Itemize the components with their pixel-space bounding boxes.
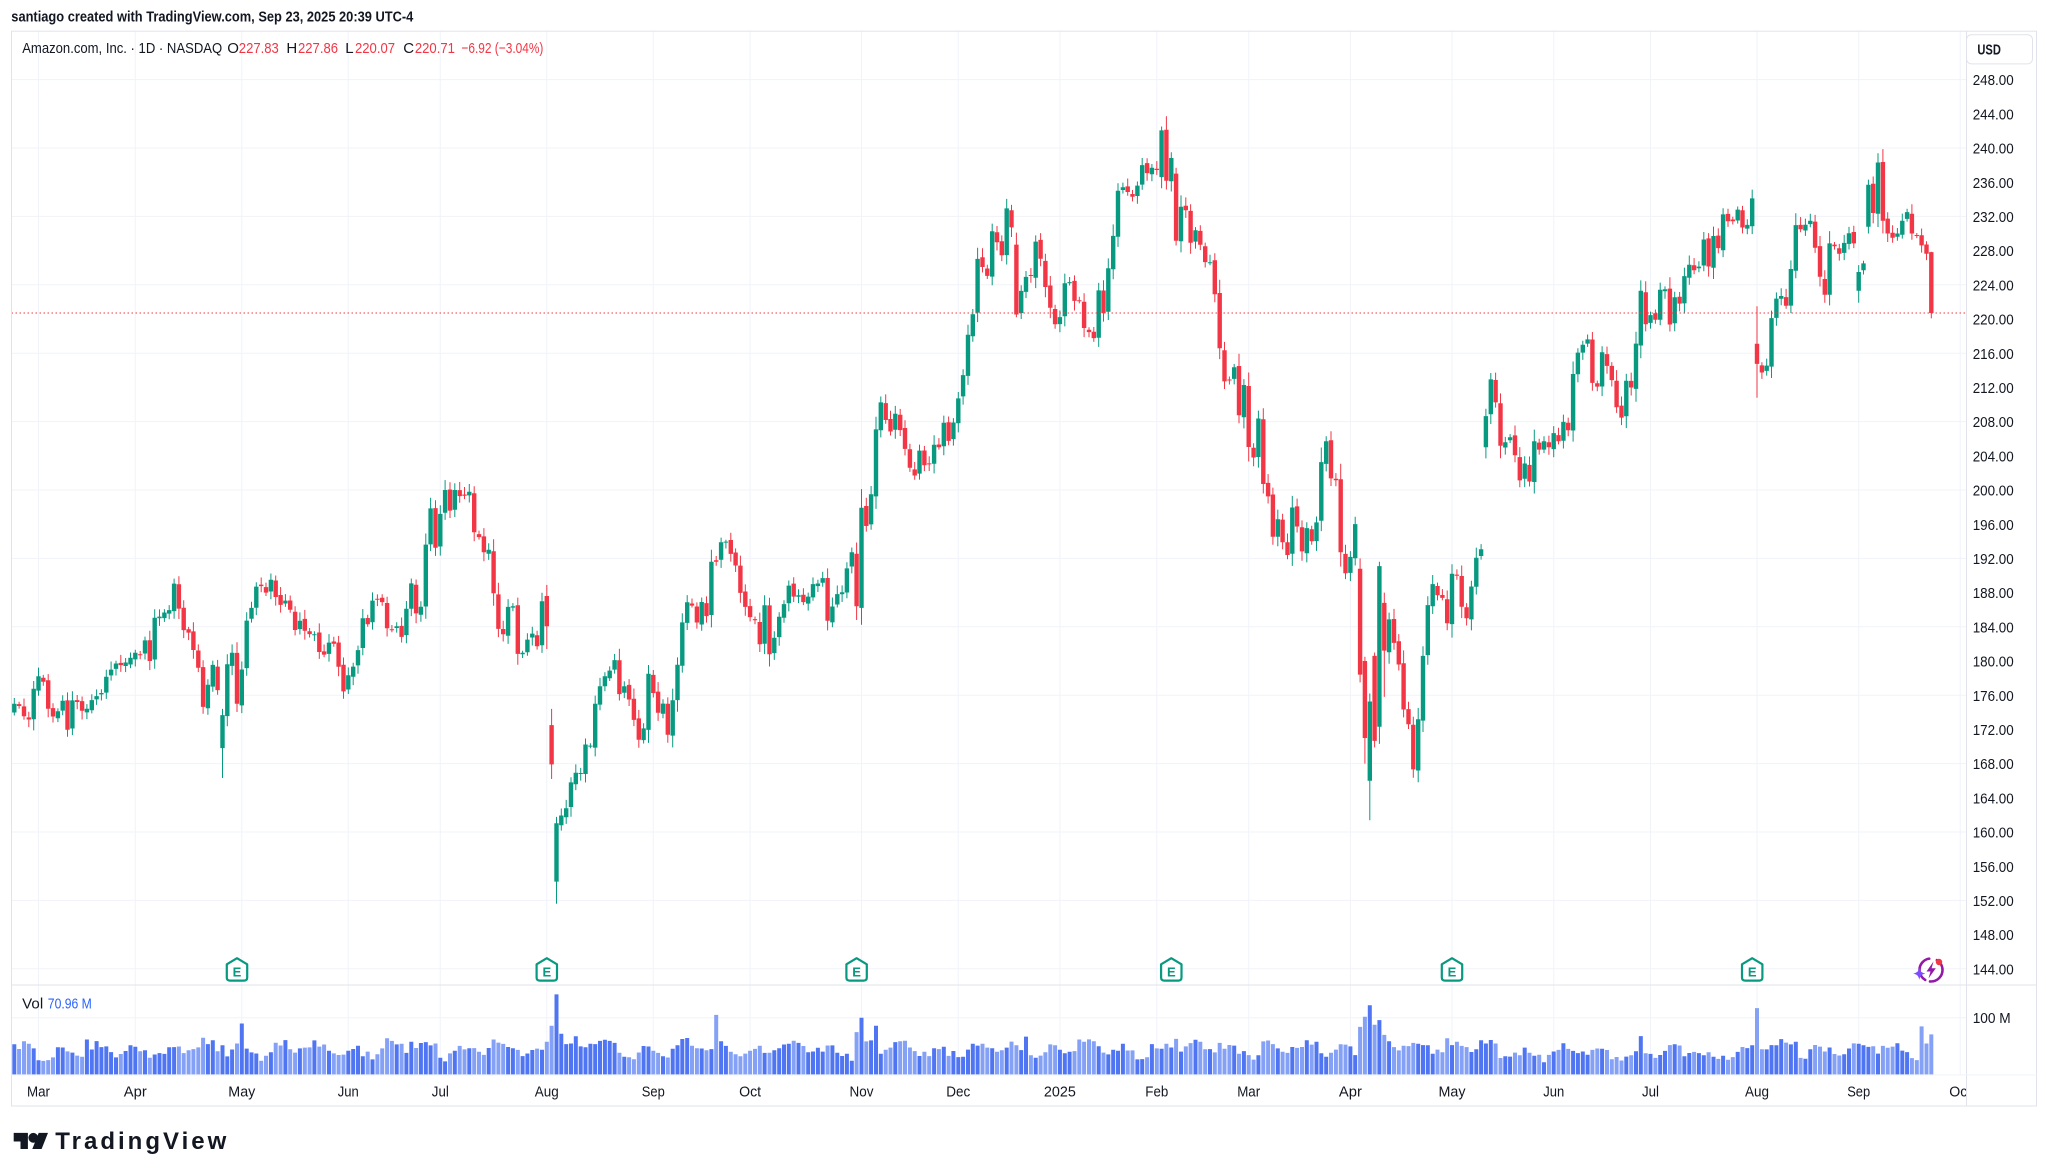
svg-text:100 M: 100 M (1973, 1011, 2011, 1027)
svg-text:220.71: 220.71 (415, 40, 455, 57)
svg-text:Nov: Nov (850, 1085, 875, 1101)
svg-text:Aug: Aug (1745, 1085, 1769, 1101)
svg-text:Oct: Oct (1949, 1085, 1971, 1101)
svg-text:May: May (228, 1085, 256, 1101)
svg-text:184.00: 184.00 (1973, 620, 2014, 636)
svg-text:176.00: 176.00 (1973, 689, 2014, 705)
svg-text:Jul: Jul (432, 1085, 449, 1101)
svg-text:244.00: 244.00 (1973, 107, 2014, 123)
svg-text:240.00: 240.00 (1973, 142, 2014, 158)
svg-text:May: May (1439, 1085, 1467, 1101)
svg-text:Vol: Vol (22, 996, 43, 1012)
svg-text:E: E (852, 965, 861, 980)
svg-text:L: L (345, 40, 353, 57)
svg-text:227.86: 227.86 (298, 40, 338, 57)
svg-text:2025: 2025 (1044, 1085, 1076, 1101)
svg-text:200.00: 200.00 (1973, 484, 2014, 500)
svg-text:E: E (1748, 965, 1757, 980)
svg-text:220.07: 220.07 (355, 40, 395, 57)
svg-text:C: C (403, 40, 414, 57)
svg-text:Sep: Sep (642, 1085, 665, 1101)
svg-text:192.00: 192.00 (1973, 552, 2014, 568)
svg-text:−6.92 (−3.04%): −6.92 (−3.04%) (461, 40, 543, 57)
svg-text:232.00: 232.00 (1973, 210, 2014, 226)
svg-text:156.00: 156.00 (1973, 860, 2014, 876)
svg-text:228.00: 228.00 (1973, 244, 2014, 260)
svg-text:Apr: Apr (1339, 1085, 1362, 1101)
svg-text:Aug: Aug (535, 1085, 559, 1101)
svg-text:santiago created with TradingV: santiago created with TradingView.com, S… (11, 10, 413, 26)
svg-text:204.00: 204.00 (1973, 449, 2014, 465)
svg-text:O: O (227, 40, 239, 57)
svg-text:188.00: 188.00 (1973, 586, 2014, 602)
svg-text:USD: USD (1977, 43, 2001, 59)
svg-text:E: E (1448, 965, 1457, 980)
svg-text:152.00: 152.00 (1973, 894, 2014, 910)
svg-text:216.00: 216.00 (1973, 347, 2014, 363)
svg-text:Jun: Jun (1543, 1085, 1564, 1101)
svg-text:172.00: 172.00 (1973, 723, 2014, 739)
svg-text:70.96 M: 70.96 M (48, 996, 92, 1012)
svg-text:E: E (233, 965, 242, 980)
svg-text:164.00: 164.00 (1973, 791, 2014, 807)
svg-text:220.00: 220.00 (1973, 313, 2014, 329)
svg-text:208.00: 208.00 (1973, 415, 2014, 431)
svg-text:Jul: Jul (1642, 1085, 1659, 1101)
svg-text:Oct: Oct (739, 1085, 761, 1101)
svg-text:227.83: 227.83 (239, 40, 279, 57)
svg-text:Amazon.com, Inc. · 1D · NASDAQ: Amazon.com, Inc. · 1D · NASDAQ (22, 40, 222, 57)
svg-text:224.00: 224.00 (1973, 278, 2014, 294)
svg-text:148.00: 148.00 (1973, 928, 2014, 944)
svg-text:Apr: Apr (124, 1085, 147, 1101)
svg-text:H: H (286, 40, 297, 57)
svg-text:Feb: Feb (1145, 1085, 1168, 1101)
svg-text:160.00: 160.00 (1973, 826, 2014, 842)
svg-text:Mar: Mar (27, 1085, 50, 1101)
svg-text:TradingView: TradingView (55, 1128, 226, 1155)
svg-text:248.00: 248.00 (1973, 73, 2014, 89)
svg-text:144.00: 144.00 (1973, 962, 2014, 978)
svg-text:E: E (1167, 965, 1176, 980)
svg-text:Dec: Dec (946, 1085, 970, 1101)
svg-text:Mar: Mar (1237, 1085, 1260, 1101)
svg-text:Jun: Jun (338, 1085, 359, 1101)
svg-text:E: E (542, 965, 551, 980)
svg-text:196.00: 196.00 (1973, 518, 2014, 534)
svg-text:168.00: 168.00 (1973, 757, 2014, 773)
svg-text:180.00: 180.00 (1973, 655, 2014, 671)
svg-text:Sep: Sep (1847, 1085, 1870, 1101)
svg-text:236.00: 236.00 (1973, 176, 2014, 192)
svg-text:212.00: 212.00 (1973, 381, 2014, 397)
